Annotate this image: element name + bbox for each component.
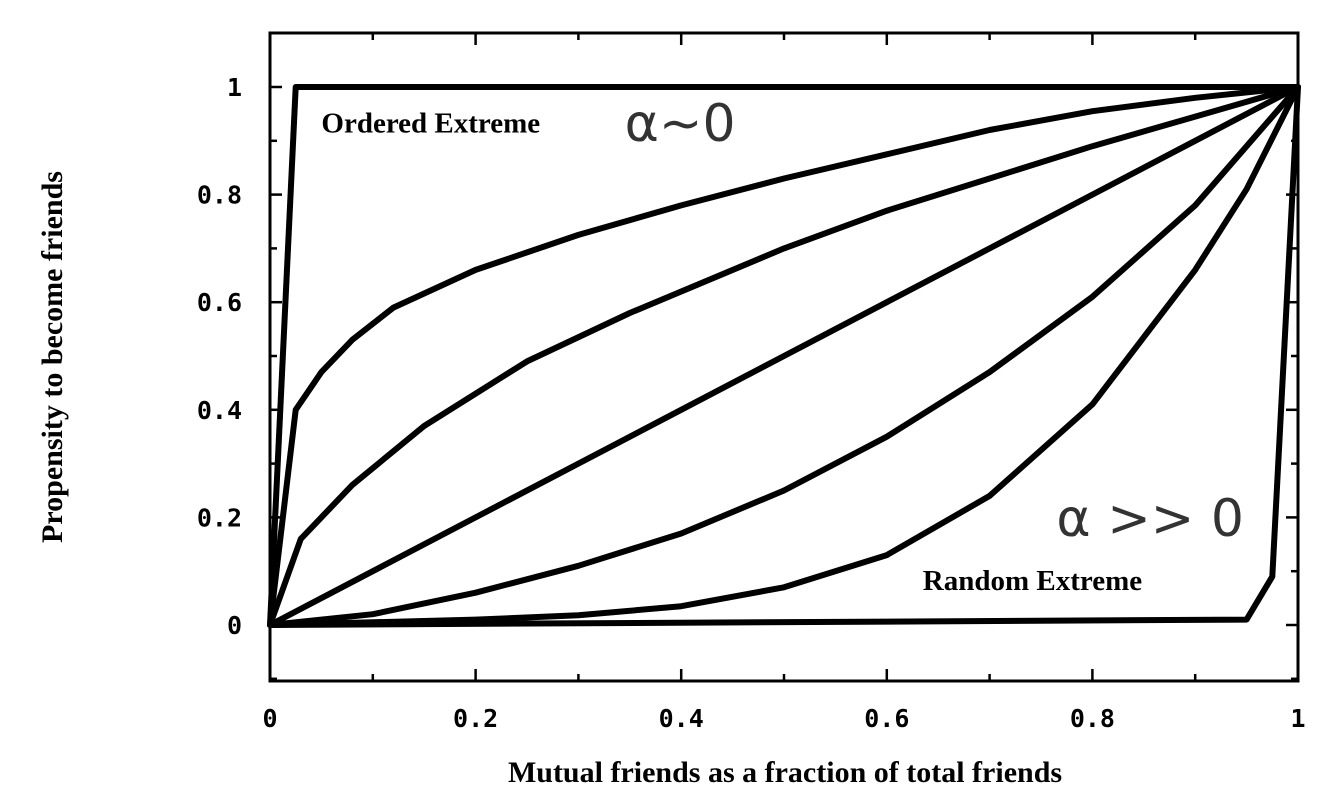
y-tick-label: 0.6 [197, 288, 242, 317]
series-line-6 [267, 84, 1301, 628]
x-tick-label: 0.2 [453, 704, 498, 733]
y-tick-label: 1 [227, 73, 242, 102]
annotation-3: α >> 0 [1056, 489, 1244, 549]
x-tick-label: 0.6 [864, 704, 909, 733]
annotation-4: Random Extreme [923, 565, 1142, 597]
x-axis-label: Mutual friends as a fraction of total fr… [508, 756, 1062, 789]
y-tick-label: 0.2 [197, 503, 242, 532]
x-tick-label: 0 [262, 704, 277, 733]
series-line-1 [267, 84, 1301, 628]
series-line-5 [267, 84, 1301, 628]
y-tick-label: 0.8 [197, 181, 242, 210]
x-tick-label: 1 [1290, 704, 1305, 733]
y-tick-label: 0.4 [197, 396, 242, 425]
y-axis-label: Propensity to become friends [36, 171, 69, 543]
y-tick-label: 0 [227, 611, 242, 640]
annotations: Ordered Extreme α~0 α >> 0 Random Extreme [321, 94, 1244, 597]
x-tick-label: 0.4 [659, 704, 704, 733]
curves [267, 84, 1301, 628]
series-line-4 [267, 84, 1301, 628]
annotation-2: α~0 [625, 94, 736, 154]
series-line-2 [267, 84, 1301, 628]
series-line-3 [267, 84, 1301, 628]
series-line-7 [267, 84, 1301, 628]
tick-labels: 0 0.2 0.4 0.6 0.8 1 0 0.2 0.4 0.6 0.8 1 [197, 73, 1306, 733]
x-tick-label: 0.8 [1070, 704, 1115, 733]
annotation-1: Ordered Extreme [321, 108, 540, 140]
